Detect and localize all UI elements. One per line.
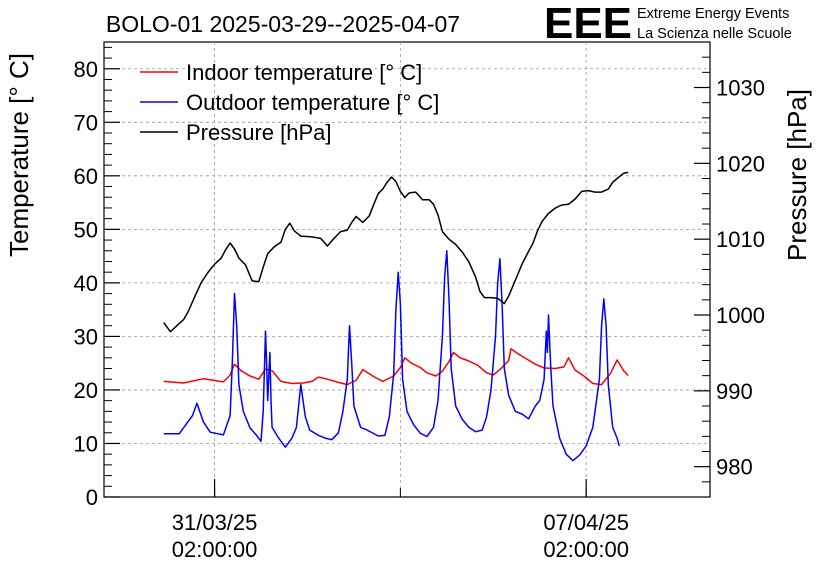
chart-title: BOLO-01 2025-03-29--2025-04-07 — [106, 11, 460, 37]
series-pressure — [163, 171, 629, 333]
legend-label-pressure: Pressure [hPa] — [186, 120, 332, 145]
y-tick-label: 50 — [74, 217, 98, 242]
y2-axis-label: Pressure [hPa] — [782, 89, 812, 261]
y2-tick-label: 1000 — [716, 303, 765, 328]
axis-ticks: 0102030405060708098099010001010102010303… — [74, 46, 765, 562]
y-tick-label: 30 — [74, 324, 98, 349]
y-tick-label: 20 — [74, 378, 98, 403]
y-tick-label: 10 — [74, 431, 98, 456]
y-tick-label: 60 — [74, 164, 98, 189]
y-tick-label: 80 — [74, 57, 98, 82]
x-tick-date: 31/03/25 — [172, 510, 258, 535]
legend-label-indoor: Indoor temperature [° C] — [186, 60, 422, 85]
x-tick-time: 02:00:00 — [543, 537, 629, 562]
y-tick-label: 40 — [74, 271, 98, 296]
y2-tick-label: 980 — [716, 455, 753, 480]
legend-entry-indoor: Indoor temperature [° C] — [140, 60, 422, 85]
x-tick-time: 02:00:00 — [172, 537, 258, 562]
x-tick-date: 07/04/25 — [543, 510, 629, 535]
series-lines — [163, 171, 629, 462]
y-tick-label: 0 — [86, 485, 98, 510]
y2-tick-label: 1030 — [716, 76, 765, 101]
y-axis-label: Temperature [° C] — [4, 53, 34, 257]
logo-line-1: Extreme Energy Events — [637, 6, 789, 22]
y2-tick-label: 1010 — [716, 227, 765, 252]
legend-entry-outdoor: Outdoor temperature [° C] — [140, 90, 439, 115]
y2-tick-label: 1020 — [716, 151, 765, 176]
logo-letters: EEE — [544, 0, 632, 48]
series-outdoor-temperature — [163, 250, 621, 462]
legend-entry-pressure: Pressure [hPa] — [140, 120, 332, 145]
legend-label-outdoor: Outdoor temperature [° C] — [186, 90, 439, 115]
y-tick-label: 70 — [74, 110, 98, 135]
y2-tick-label: 990 — [716, 379, 753, 404]
legend: Indoor temperature [° C] Outdoor tempera… — [140, 60, 439, 145]
logo-line-2: La Scienza nelle Scuole — [637, 26, 792, 42]
eee-logo: EEE Extreme Energy Events La Scienza nel… — [544, 0, 792, 48]
